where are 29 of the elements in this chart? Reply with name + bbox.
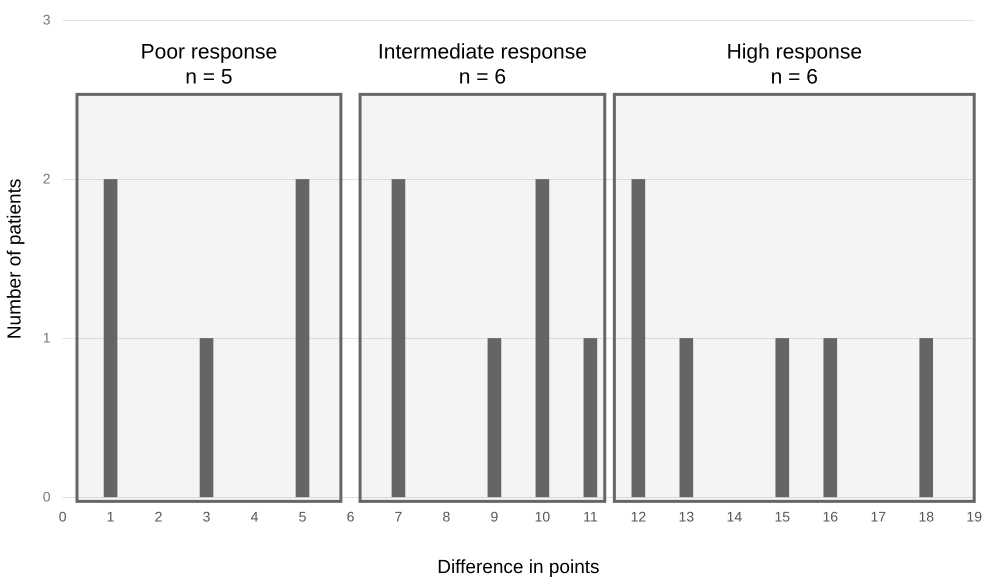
y-tick-label: 2 [42,170,51,186]
x-tick-label: 5 [298,508,307,525]
band-label: Poor response n = 5 [140,40,278,89]
y-tick-label: 3 [42,11,51,28]
band-label: High response n = 6 [726,40,862,89]
x-tick-label: 19 [966,508,982,525]
x-tick-label: 3 [202,508,211,525]
x-tick-label: 13 [678,508,694,525]
y-tick-label: 0 [42,488,51,504]
x-tick-label: 8 [442,508,451,525]
x-tick-label: 1 [106,508,115,525]
x-tick-label: 18 [918,508,934,525]
x-tick-label: 4 [250,508,259,525]
x-tick-label: 10 [534,508,550,525]
x-tick-label: 2 [154,508,163,525]
x-tick-label: 14 [726,508,742,525]
x-tick-label: 6 [346,508,355,525]
x-tick-label: 7 [394,508,403,525]
x-tick-label: 17 [870,508,886,525]
x-tick-label: 9 [490,508,499,525]
y-tick-label: 1 [42,329,51,346]
x-tick-label: 0 [58,508,67,525]
band-label: Intermediate response n = 6 [378,40,587,89]
x-tick-label: 12 [630,508,646,525]
x-tick-label: 15 [774,508,790,525]
x-axis-title: Difference in points [437,556,600,578]
y-axis-title: Number of patients [4,178,26,340]
x-tick-label: 16 [822,508,838,525]
x-tick-label: 11 [583,508,598,525]
